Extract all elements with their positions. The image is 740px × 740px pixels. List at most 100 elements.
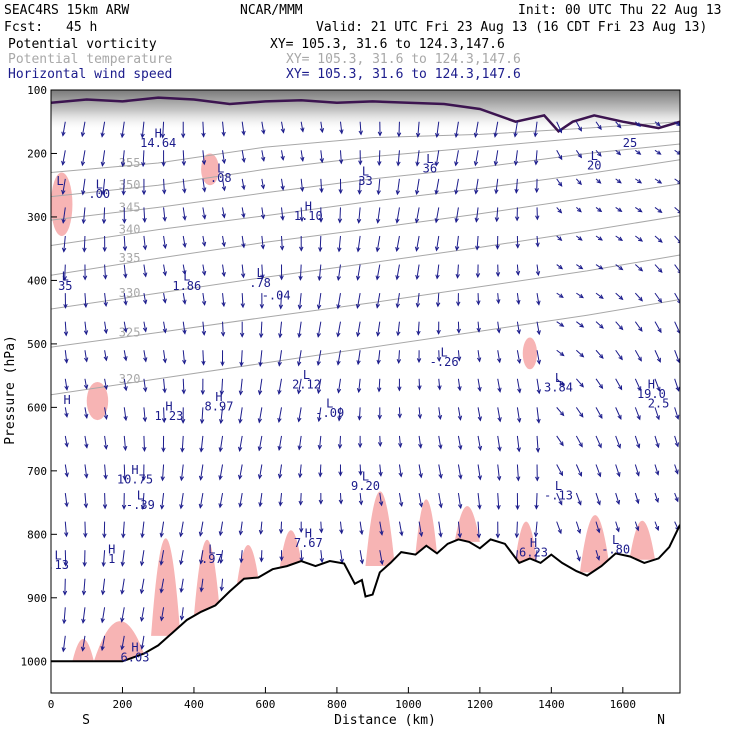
- wind-vector-226: [300, 493, 302, 505]
- model-title: SEAC4RS 15km ARW: [4, 3, 129, 18]
- wind-vector-head-54: [100, 590, 106, 596]
- wind-vector-head-137: [201, 300, 207, 306]
- wind-vector-head-372: [495, 244, 500, 250]
- wind-vector-511: [674, 235, 680, 243]
- extrema-label-17: L: [256, 266, 263, 280]
- wind-vector-head-108: [159, 504, 165, 510]
- wind-vector-head-299: [395, 303, 401, 309]
- wind-vector-head-341: [454, 217, 459, 224]
- wind-vector-head-144: [198, 503, 204, 509]
- wind-vector-251: [337, 293, 341, 309]
- wind-vector-head-212: [279, 556, 284, 562]
- wind-vector-124: [181, 435, 184, 452]
- wind-vector-head-100: [162, 271, 167, 277]
- wind-vector-head-49: [103, 444, 109, 450]
- wind-vector-120: [182, 321, 186, 334]
- y-tick-label-0: 100: [27, 84, 47, 97]
- wind-vector-206: [278, 378, 283, 394]
- wind-vector-496: [654, 235, 663, 243]
- wind-vector-299: [396, 293, 400, 308]
- wind-vector-head-472: [617, 414, 622, 420]
- extrema-label-27: -.09: [315, 406, 344, 420]
- wind-vector-head-213: [300, 127, 305, 133]
- wind-vector-head-217: [299, 246, 304, 252]
- wind-vector-head-23: [82, 247, 87, 253]
- wind-vector-head-282: [375, 275, 380, 281]
- wind-vector-231: [320, 178, 323, 193]
- wind-vector-191: [258, 407, 263, 423]
- wind-vector-499: [654, 321, 662, 333]
- wind-vector-head-11: [64, 442, 69, 448]
- wind-vector-head-406: [536, 330, 541, 336]
- wind-vector-471: [615, 378, 623, 390]
- wind-vector-head-507: [676, 121, 680, 126]
- wind-vector-head-404: [535, 271, 541, 277]
- wind-vector-86: [143, 407, 146, 422]
- wind-vector-405: [536, 293, 540, 305]
- wind-vector-170: [241, 264, 245, 278]
- wind-vector-head-37: [80, 646, 86, 652]
- wind-vector-14: [64, 521, 67, 537]
- wind-vector-500: [654, 350, 661, 362]
- wind-vector-75: [121, 635, 125, 650]
- extrema-label-53: H: [131, 641, 138, 655]
- wind-vector-179: [239, 521, 243, 535]
- pv-shade-1: [93, 621, 144, 662]
- wind-vector-462: [615, 121, 622, 128]
- wind-vector-head-226: [298, 500, 303, 506]
- wind-vector-134: [202, 207, 206, 219]
- wind-vector-head-255: [337, 416, 342, 422]
- wind-vector-head-456: [598, 413, 603, 419]
- wind-vector-18: [62, 635, 66, 652]
- wind-vector-head-389: [516, 299, 521, 305]
- wind-vector-head-142: [199, 447, 204, 453]
- wind-vector-166: [241, 150, 245, 162]
- wind-vector-head-87: [142, 446, 147, 452]
- wind-vector-319: [418, 435, 422, 448]
- wind-vector-head-190: [257, 390, 263, 396]
- wind-vector-head-139: [201, 360, 206, 366]
- wind-vector-head-470: [618, 355, 623, 361]
- wind-vector-head-303: [397, 413, 402, 419]
- wind-vector-head-129: [179, 587, 184, 594]
- wind-vector-head-337: [438, 532, 443, 538]
- wind-vector-head-463: [616, 150, 622, 156]
- wind-vector-53: [102, 550, 106, 567]
- wind-vector-head-373: [495, 272, 501, 278]
- wind-vector-17: [63, 607, 66, 624]
- extrema-label-38: 3.84: [544, 381, 573, 395]
- wind-vector-130: [181, 607, 184, 620]
- wind-vector-head-195: [258, 529, 264, 535]
- wind-vector-head-193: [257, 474, 263, 480]
- extrema-label-layer: H14.64L L.00L.08 L33H1.10L36L35L1.86L.78-.…: [51, 127, 669, 665]
- x-tick-label-6: 1200: [467, 698, 494, 711]
- wind-vector-209: [279, 464, 283, 478]
- wind-vector-197: [281, 121, 284, 133]
- wind-vector-head-481: [638, 237, 644, 242]
- wind-vector-head-73: [120, 589, 125, 595]
- wind-vector-head-43: [103, 274, 108, 280]
- wind-vector-head-63: [123, 300, 128, 306]
- wind-vector-head-10: [64, 412, 69, 418]
- wind-vector-54: [102, 578, 106, 595]
- wind-vector-head-191: [257, 418, 263, 424]
- wind-vector-head-333: [437, 414, 443, 421]
- wind-vector-head-453: [599, 324, 604, 329]
- wind-vector-head-35: [81, 590, 87, 596]
- wind-vector-118: [182, 264, 186, 275]
- wind-vector-head-42: [102, 247, 107, 253]
- wind-vector-head-309: [415, 161, 420, 167]
- wind-vector-head-88: [141, 476, 146, 482]
- tropopause-layer: [51, 96, 680, 133]
- north-label: N: [657, 713, 665, 728]
- wind-vector-461: [595, 550, 600, 560]
- wind-vector-102: [163, 321, 166, 333]
- wind-vector-head-51: [102, 504, 108, 510]
- wind-vector-head-368: [493, 132, 498, 138]
- wind-vector-head-22: [81, 219, 86, 225]
- wind-vector-270: [358, 378, 361, 393]
- wind-vector-head-422: [559, 322, 565, 327]
- wind-vector-head-30: [84, 443, 89, 449]
- extrema-label-33: L: [362, 469, 369, 483]
- wind-vector-head-211: [278, 529, 284, 535]
